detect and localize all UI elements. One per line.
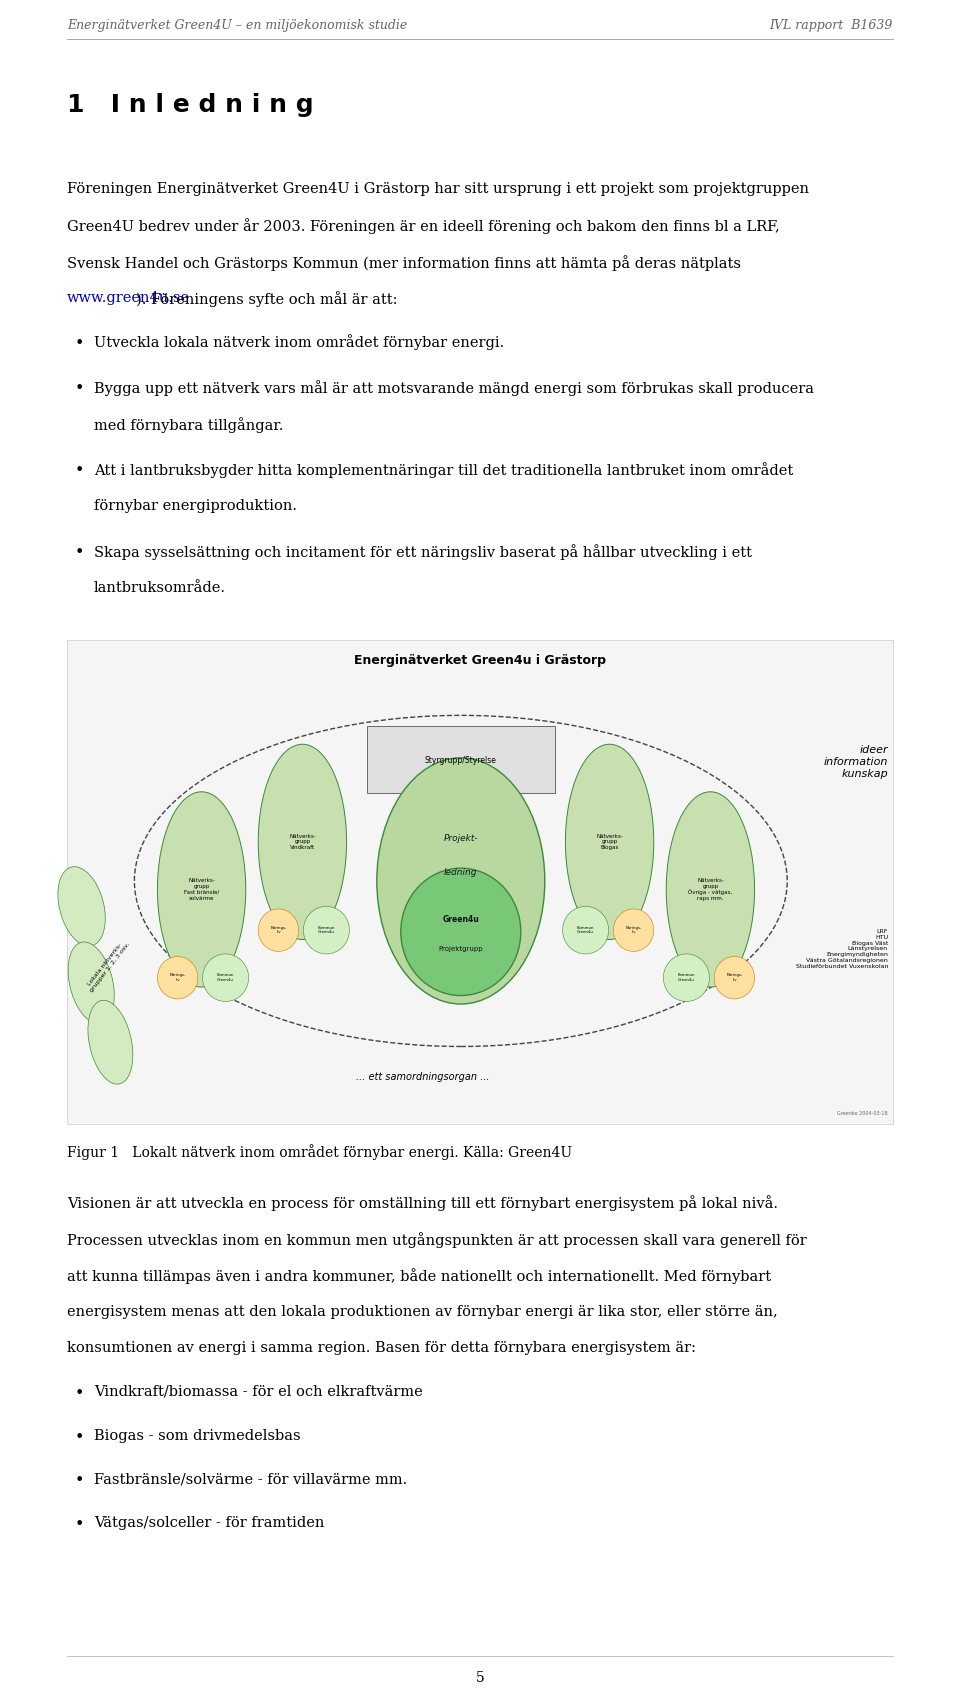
- Text: med förnybara tillgångar.: med förnybara tillgångar.: [94, 416, 283, 433]
- Text: Kommun
Green4u: Kommun Green4u: [217, 973, 234, 981]
- Text: ). Föreningens syfte och mål är att:: ). Föreningens syfte och mål är att:: [135, 292, 397, 307]
- Text: förnybar energiproduktion.: förnybar energiproduktion.: [94, 499, 297, 513]
- Ellipse shape: [376, 757, 544, 1004]
- Text: 5: 5: [475, 1671, 485, 1684]
- Text: Bygga upp ett nätverk vars mål är att motsvarande mängd energi som förbrukas ska: Bygga upp ett nätverk vars mål är att mo…: [94, 380, 814, 396]
- Text: •: •: [75, 1516, 84, 1533]
- Ellipse shape: [157, 791, 246, 987]
- Text: Nätverks-
grupp
Fast bränsle/
solvärme: Nätverks- grupp Fast bränsle/ solvärme: [184, 878, 219, 900]
- Text: LRF
HTU
Biogas Väst
Länstyrelsen
Energimyndigheten
Västra Götalandsregionen
Stud: LRF HTU Biogas Väst Länstyrelsen Energim…: [796, 929, 888, 970]
- Text: ideer
information
kunskap: ideer information kunskap: [824, 745, 888, 779]
- Text: •: •: [75, 1384, 84, 1403]
- Text: Svensk Handel och Grästorps Kommun (mer information finns att hämta på deras nät: Svensk Handel och Grästorps Kommun (mer …: [67, 255, 741, 270]
- Text: IVL rapport  B1639: IVL rapport B1639: [769, 19, 893, 32]
- Text: •: •: [75, 335, 84, 351]
- Text: Närings-
liv: Närings- liv: [625, 925, 642, 934]
- Text: energisystem menas att den lokala produktionen av förnybar energi är lika stor, : energisystem menas att den lokala produk…: [67, 1304, 778, 1319]
- Text: •: •: [75, 1428, 84, 1445]
- Text: •: •: [75, 462, 84, 479]
- Text: Nätverks-
grupp
Övriga - vätgas,
raps mm.: Nätverks- grupp Övriga - vätgas, raps mm…: [688, 878, 732, 902]
- Text: Projektgrupp: Projektgrupp: [439, 946, 483, 953]
- Text: Fastbränsle/solvärme - för villavärme mm.: Fastbränsle/solvärme - för villavärme mm…: [94, 1472, 407, 1486]
- Ellipse shape: [400, 868, 520, 995]
- Ellipse shape: [303, 907, 349, 954]
- Text: Processen utvecklas inom en kommun men utgångspunkten är att processen skall var: Processen utvecklas inom en kommun men u…: [67, 1231, 807, 1248]
- Ellipse shape: [258, 908, 299, 951]
- Text: Kommun
Green4u: Kommun Green4u: [318, 925, 335, 934]
- Text: Visionen är att utveckla en process för omställning till ett förnybart energisys: Visionen är att utveckla en process för …: [67, 1195, 779, 1211]
- Text: Greenko 2004-03-18: Greenko 2004-03-18: [837, 1110, 888, 1116]
- Text: Green4U bedrev under år 2003. Föreningen är en ideell förening och bakom den fin: Green4U bedrev under år 2003. Föreningen…: [67, 219, 780, 234]
- Text: Vindkraft/biomassa - för el och elkraftvärme: Vindkraft/biomassa - för el och elkraftv…: [94, 1384, 422, 1399]
- Text: Green4u: Green4u: [443, 915, 479, 924]
- Ellipse shape: [258, 744, 347, 939]
- Text: Styrgrupp/Styrelse: Styrgrupp/Styrelse: [425, 756, 496, 764]
- Text: Biogas - som drivmedelsbas: Biogas - som drivmedelsbas: [94, 1428, 300, 1443]
- Text: Skapa sysselsättning och incitament för ett näringsliv baserat på hållbar utveck: Skapa sysselsättning och incitament för …: [94, 545, 752, 560]
- Ellipse shape: [613, 908, 654, 951]
- Text: Kommun
Green4u: Kommun Green4u: [678, 973, 695, 981]
- Text: 1   I n l e d n i n g: 1 I n l e d n i n g: [67, 93, 314, 117]
- Text: att kunna tillämpas även i andra kommuner, både nationellt och internationellt. : att kunna tillämpas även i andra kommune…: [67, 1268, 771, 1284]
- Text: www.green4u.se: www.green4u.se: [67, 292, 190, 306]
- Text: •: •: [75, 545, 84, 562]
- Text: Lokala nätverks-
grupper 1, 2, 3 osv.: Lokala nätverks- grupper 1, 2, 3 osv.: [84, 939, 131, 993]
- Text: •: •: [75, 380, 84, 397]
- Ellipse shape: [157, 956, 198, 998]
- Text: Energinätverket Green4U – en miljöekonomisk studie: Energinätverket Green4U – en miljöekonom…: [67, 19, 407, 32]
- Text: Utveckla lokala nätverk inom området förnybar energi.: Utveckla lokala nätverk inom området för…: [94, 335, 504, 350]
- Text: Kommun
Green4u: Kommun Green4u: [577, 925, 594, 934]
- Text: Vätgas/solceller - för framtiden: Vätgas/solceller - för framtiden: [94, 1516, 324, 1530]
- Text: Nätverks-
grupp
Vindkraft: Nätverks- grupp Vindkraft: [289, 834, 316, 851]
- Text: Energinätverket Green4u i Grästorp: Energinätverket Green4u i Grästorp: [354, 654, 606, 667]
- Text: konsumtionen av energi i samma region. Basen för detta förnybara energisystem är: konsumtionen av energi i samma region. B…: [67, 1341, 696, 1355]
- Text: Närings-
liv: Närings- liv: [270, 925, 287, 934]
- Text: Projekt-: Projekt-: [444, 834, 478, 842]
- Text: lantbruksområde.: lantbruksområde.: [94, 581, 227, 594]
- Text: ledning: ledning: [444, 868, 477, 876]
- Text: Närings-
liv: Närings- liv: [726, 973, 743, 981]
- Text: Föreningen Energinätverket Green4U i Grästorp har sitt ursprung i ett projekt so: Föreningen Energinätverket Green4U i Grä…: [67, 182, 809, 195]
- FancyBboxPatch shape: [367, 727, 555, 793]
- Ellipse shape: [666, 791, 755, 987]
- Ellipse shape: [68, 942, 114, 1024]
- Text: ... ett samordningsorgan ...: ... ett samordningsorgan ...: [355, 1071, 490, 1082]
- Text: Att i lantbruksbygder hitta komplementnäringar till det traditionella lantbruket: Att i lantbruksbygder hitta komplementnä…: [94, 462, 793, 479]
- Ellipse shape: [203, 954, 249, 1002]
- Text: Figur 1   Lokalt nätverk inom området förnybar energi. Källa: Green4U: Figur 1 Lokalt nätverk inom området förn…: [67, 1144, 572, 1160]
- Text: Nätverks-
grupp
Biogas: Nätverks- grupp Biogas: [596, 834, 623, 851]
- Ellipse shape: [714, 956, 755, 998]
- Ellipse shape: [563, 907, 609, 954]
- Ellipse shape: [88, 1000, 132, 1083]
- Ellipse shape: [58, 866, 106, 946]
- Text: •: •: [75, 1472, 84, 1489]
- Text: Närings-
liv: Närings- liv: [169, 973, 186, 981]
- Ellipse shape: [565, 744, 654, 939]
- FancyBboxPatch shape: [67, 640, 893, 1124]
- Ellipse shape: [663, 954, 709, 1002]
